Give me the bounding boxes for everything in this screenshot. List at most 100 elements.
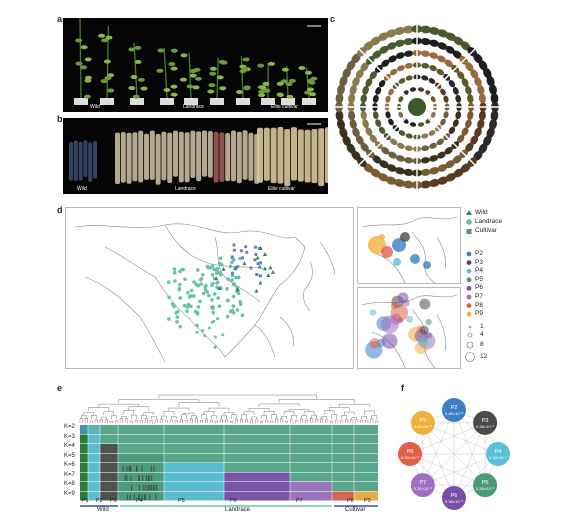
label-elite-b: Elite cultivar	[268, 186, 295, 192]
admixture-block	[224, 482, 290, 491]
landrace-point	[198, 299, 202, 304]
seed	[381, 59, 390, 67]
seed	[362, 119, 369, 129]
admixture-block	[118, 491, 164, 501]
pod	[69, 141, 73, 181]
seed	[430, 111, 436, 118]
seed	[386, 164, 397, 172]
seed	[404, 145, 413, 152]
pop-bubble	[392, 238, 406, 252]
leaf	[208, 83, 216, 88]
network-edge	[409, 453, 486, 486]
seed	[370, 36, 381, 46]
landrace-point	[212, 319, 216, 323]
legend-type-markers	[466, 210, 472, 234]
legend-pop-p6: P6	[475, 284, 483, 292]
landrace-point	[207, 293, 211, 298]
seed	[378, 80, 386, 88]
leaf	[286, 94, 294, 99]
seed	[394, 39, 405, 47]
seed	[397, 65, 405, 72]
seed	[409, 87, 417, 92]
pop-label-p4: P4	[136, 498, 143, 504]
leaf	[304, 70, 312, 75]
k-label: K=7	[64, 471, 75, 478]
pop-bubble	[381, 315, 399, 334]
seed	[362, 85, 369, 95]
seed	[379, 45, 389, 54]
admixture-block	[88, 472, 100, 482]
leaf	[130, 75, 138, 80]
seed	[483, 135, 492, 147]
cultivar-point	[244, 245, 248, 249]
seed	[444, 147, 453, 155]
leaf	[209, 66, 217, 71]
legend-pop-markers	[466, 251, 472, 317]
pod	[126, 132, 132, 184]
seed	[394, 27, 406, 35]
seed	[429, 52, 439, 59]
leaf	[207, 89, 215, 94]
seed	[452, 119, 459, 127]
seed	[465, 62, 474, 72]
landrace-point	[232, 258, 236, 262]
wild-point	[214, 276, 219, 281]
landrace-point	[234, 275, 238, 280]
landrace-point	[177, 282, 182, 287]
landrace-point	[200, 273, 205, 277]
plant-photo-drawing	[74, 18, 321, 105]
pop-bubble	[410, 254, 420, 264]
seed	[365, 78, 373, 87]
seed	[388, 118, 394, 126]
landrace-point	[208, 265, 213, 270]
cultivar-point	[245, 250, 249, 254]
seed	[490, 110, 499, 122]
pop-bubble	[419, 298, 431, 310]
pot	[160, 98, 174, 105]
seed	[372, 50, 382, 59]
leaf	[140, 86, 148, 91]
node-p7	[410, 473, 435, 498]
seed	[445, 45, 455, 54]
leaf	[258, 93, 266, 98]
seed	[377, 173, 389, 182]
pop-label-p5: P5	[178, 498, 185, 504]
wild-point	[262, 266, 267, 271]
leaf	[163, 87, 171, 92]
pod	[231, 130, 236, 182]
landrace-point	[210, 273, 215, 277]
pot	[74, 98, 88, 105]
landrace-point	[175, 315, 180, 319]
node-p5	[473, 473, 498, 498]
map-main	[65, 207, 354, 369]
cultivar-point	[255, 273, 259, 276]
admixture-block	[88, 444, 100, 453]
seed	[467, 94, 474, 104]
landrace-point	[221, 333, 225, 337]
seed	[342, 67, 351, 79]
seed	[355, 135, 364, 145]
seed	[453, 168, 464, 178]
pop-bubble	[368, 236, 386, 254]
map-inset-bottom	[357, 287, 461, 369]
admixture-block	[88, 434, 100, 444]
landrace-point	[207, 326, 211, 330]
landrace-point	[178, 325, 182, 329]
pop-bubble	[369, 338, 380, 349]
cultivar-point	[253, 245, 257, 249]
wild-point	[254, 288, 259, 293]
panel-label-b: b	[57, 114, 63, 124]
leaf	[132, 94, 140, 99]
admixture-block	[332, 491, 354, 501]
node-value: 0.38×10⁻³	[489, 455, 508, 460]
seed	[349, 84, 357, 95]
admixture-block	[88, 491, 100, 501]
legend-size-1: 1	[480, 323, 484, 330]
seed	[452, 50, 462, 59]
cultivar-point	[231, 255, 234, 259]
seed	[470, 135, 479, 145]
seed	[443, 95, 449, 103]
seed	[489, 118, 497, 130]
cultivar-point	[253, 258, 257, 262]
seed	[428, 179, 440, 187]
